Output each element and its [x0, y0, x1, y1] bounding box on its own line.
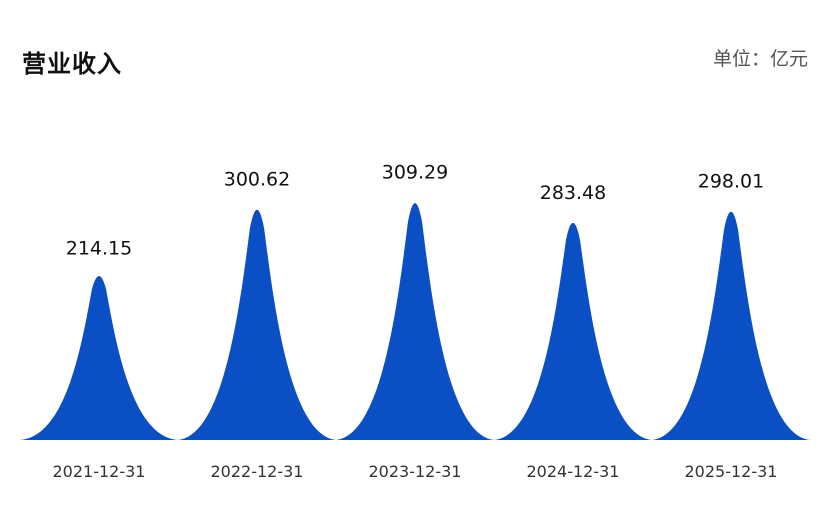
value-label-2022-12-31: 300.62	[224, 169, 290, 191]
value-label-2024-12-31: 283.48	[540, 182, 606, 204]
bar-group	[20, 203, 810, 440]
bar-2023-12-31	[336, 203, 494, 440]
bar-2021-12-31	[20, 275, 178, 440]
x-tick-2024-12-31: 2024-12-31	[527, 462, 620, 481]
x-tick-2021-12-31: 2021-12-31	[53, 462, 146, 481]
chart-title: 营业收入	[22, 50, 122, 78]
bar-2024-12-31	[494, 222, 652, 440]
bar-2025-12-31	[652, 211, 810, 440]
x-tick-2022-12-31: 2022-12-31	[211, 462, 304, 481]
value-label-group: 214.15 300.62 309.29 283.48 298.01	[66, 162, 764, 260]
x-tick-2025-12-31: 2025-12-31	[685, 462, 778, 481]
unit-label: 单位：亿元	[712, 48, 808, 70]
value-label-2025-12-31: 298.01	[698, 171, 764, 193]
value-label-2023-12-31: 309.29	[382, 162, 448, 184]
x-tick-2023-12-31: 2023-12-31	[369, 462, 462, 481]
x-tick-group: 2021-12-31 2022-12-31 2023-12-31 2024-12-31…	[53, 462, 778, 481]
value-label-2021-12-31: 214.15	[66, 238, 132, 260]
bar-2022-12-31	[178, 209, 336, 440]
